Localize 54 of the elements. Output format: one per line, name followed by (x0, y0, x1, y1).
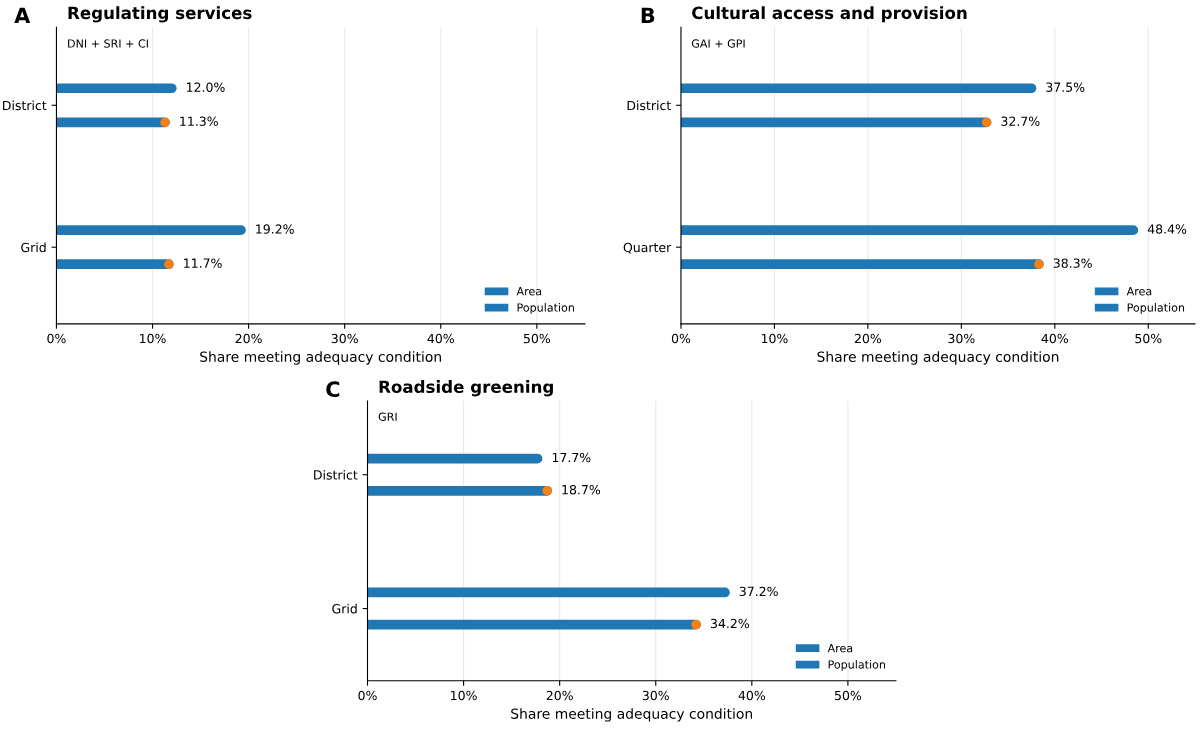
x-tick-label: 0% (671, 333, 691, 344)
x-tick-label: 10% (451, 690, 477, 701)
chart-title: Regulating services (68, 6, 252, 23)
legend-label: Area (516, 287, 542, 296)
x-tick-label: 10% (140, 333, 166, 344)
data-label: 37.5% (1046, 82, 1085, 92)
legend-label: Population (1127, 303, 1185, 314)
x-axis-title: Share meeting adequacy condition (200, 351, 441, 365)
x-tick-label: 40% (427, 333, 454, 344)
data-label: 32.7% (1001, 116, 1040, 126)
legend-label: Population (828, 660, 885, 671)
x-tick-label: 0% (358, 690, 377, 701)
x-tick-label: 40% (1041, 333, 1069, 344)
y-tick-label: Grid (21, 242, 46, 253)
x-tick-label: 20% (235, 333, 262, 344)
x-tick-label: 30% (331, 333, 358, 344)
chart-title: Cultural access and provision (692, 6, 967, 23)
y-tick-label: District (3, 100, 47, 111)
text: A (14, 7, 31, 23)
y-tick-label: District (314, 469, 358, 480)
data-label: 11.7% (184, 258, 222, 268)
y-tick-label: District (627, 100, 671, 111)
legend-label: Area (827, 644, 853, 653)
legend-label: Area (1126, 287, 1152, 296)
x-tick-label: 30% (642, 690, 669, 701)
text: C (326, 381, 340, 398)
x-tick-label: 50% (834, 690, 862, 701)
x-axis-title: Share meeting adequacy condition (817, 351, 1059, 365)
chart-title: Roadside greening (379, 380, 553, 397)
x-tick-label: 0% (47, 333, 66, 344)
x-tick-label: 20% (854, 333, 882, 344)
data-label: 19.2% (256, 224, 294, 234)
x-tick-label: 50% (1135, 333, 1162, 344)
y-tick-label: Grid (332, 603, 357, 614)
data-label: 34.2% (710, 618, 750, 629)
data-label: 12.0% (187, 82, 225, 92)
legend-label: Population (517, 303, 574, 314)
x-tick-label: 30% (948, 333, 975, 344)
data-label: 48.4% (1147, 224, 1187, 234)
x-tick-label: 40% (738, 690, 766, 701)
text: GAI + GPI (691, 39, 745, 48)
text: GRI (378, 412, 397, 421)
text: DNI + SRI + CI (68, 39, 148, 48)
text: B (641, 7, 655, 23)
y-tick-label: Quarter (623, 242, 672, 254)
data-label: 18.7% (562, 484, 601, 495)
data-label: 38.3% (1053, 258, 1092, 268)
x-axis-title: Share meeting adequacy condition (511, 708, 753, 722)
x-tick-label: 20% (546, 690, 573, 701)
x-tick-label: 10% (761, 333, 788, 344)
data-label: 37.2% (739, 586, 778, 597)
data-label: 17.7% (552, 452, 591, 463)
x-tick-label: 50% (523, 333, 551, 344)
data-label: 11.3% (180, 116, 218, 126)
